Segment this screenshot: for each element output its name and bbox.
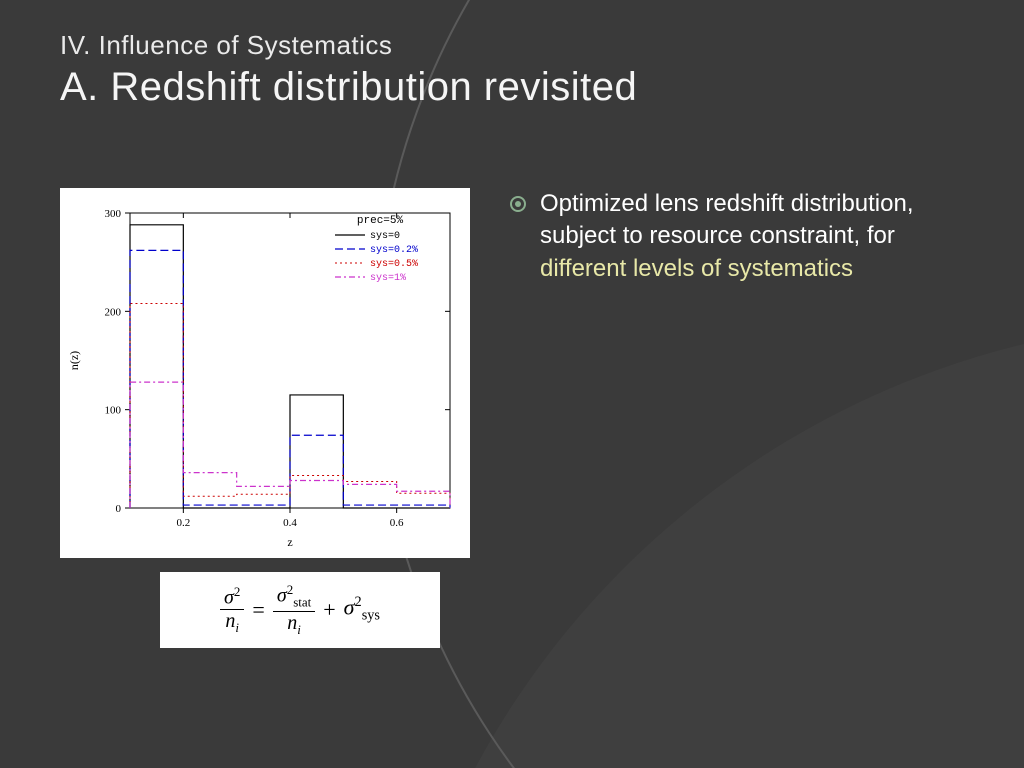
bullet-text-plain: Optimized lens redshift distribution, su… bbox=[540, 190, 914, 249]
title-block: IV. Influence of Systematics A. Redshift… bbox=[60, 30, 984, 110]
formula-lhs: σ2 ni bbox=[220, 584, 244, 637]
svg-text:100: 100 bbox=[105, 405, 122, 417]
svg-text:sys=0.2%: sys=0.2% bbox=[370, 245, 418, 256]
svg-text:0.2: 0.2 bbox=[176, 517, 190, 529]
svg-text:0.6: 0.6 bbox=[390, 517, 404, 529]
svg-text:0.4: 0.4 bbox=[283, 517, 297, 529]
bullet-icon bbox=[510, 196, 526, 212]
left-column: 0 100 200 300 0.2 0.4 0.6 z n(z) prec=5% sys=0 sys=… bbox=[60, 188, 470, 648]
bullet-text-highlight: different levels of systematics bbox=[540, 255, 853, 282]
slide-title: A. Redshift distribution revisited bbox=[60, 65, 984, 110]
formula-rhs-term: σ2sys bbox=[344, 594, 380, 625]
formula-panel: σ2 ni = σ2stat ni + σ2sys bbox=[160, 572, 440, 648]
svg-text:sys=0.5%: sys=0.5% bbox=[370, 259, 418, 270]
svg-text:200: 200 bbox=[105, 306, 122, 318]
plus-sign: + bbox=[323, 597, 335, 623]
bullet-text: Optimized lens redshift distribution, su… bbox=[540, 188, 984, 285]
chart-svg: 0 100 200 300 0.2 0.4 0.6 z n(z) prec=5% sys=0 sys=… bbox=[60, 188, 470, 558]
content-area: 0 100 200 300 0.2 0.4 0.6 z n(z) prec=5% sys=0 sys=… bbox=[60, 188, 984, 648]
svg-text:prec=5%: prec=5% bbox=[357, 215, 404, 227]
equals-sign: = bbox=[252, 597, 264, 623]
redshift-chart: 0 100 200 300 0.2 0.4 0.6 z n(z) prec=5% sys=0 sys=… bbox=[60, 188, 470, 558]
right-column: Optimized lens redshift distribution, su… bbox=[510, 188, 984, 648]
svg-text:300: 300 bbox=[105, 208, 122, 220]
bullet-item: Optimized lens redshift distribution, su… bbox=[510, 188, 984, 285]
section-heading: IV. Influence of Systematics bbox=[60, 30, 984, 61]
svg-text:n(z): n(z) bbox=[67, 351, 81, 370]
svg-text:0: 0 bbox=[116, 503, 122, 515]
svg-text:sys=1%: sys=1% bbox=[370, 273, 406, 284]
svg-text:sys=0: sys=0 bbox=[370, 231, 400, 242]
svg-text:z: z bbox=[287, 535, 292, 549]
formula-rhs-frac: σ2stat ni bbox=[273, 582, 315, 638]
